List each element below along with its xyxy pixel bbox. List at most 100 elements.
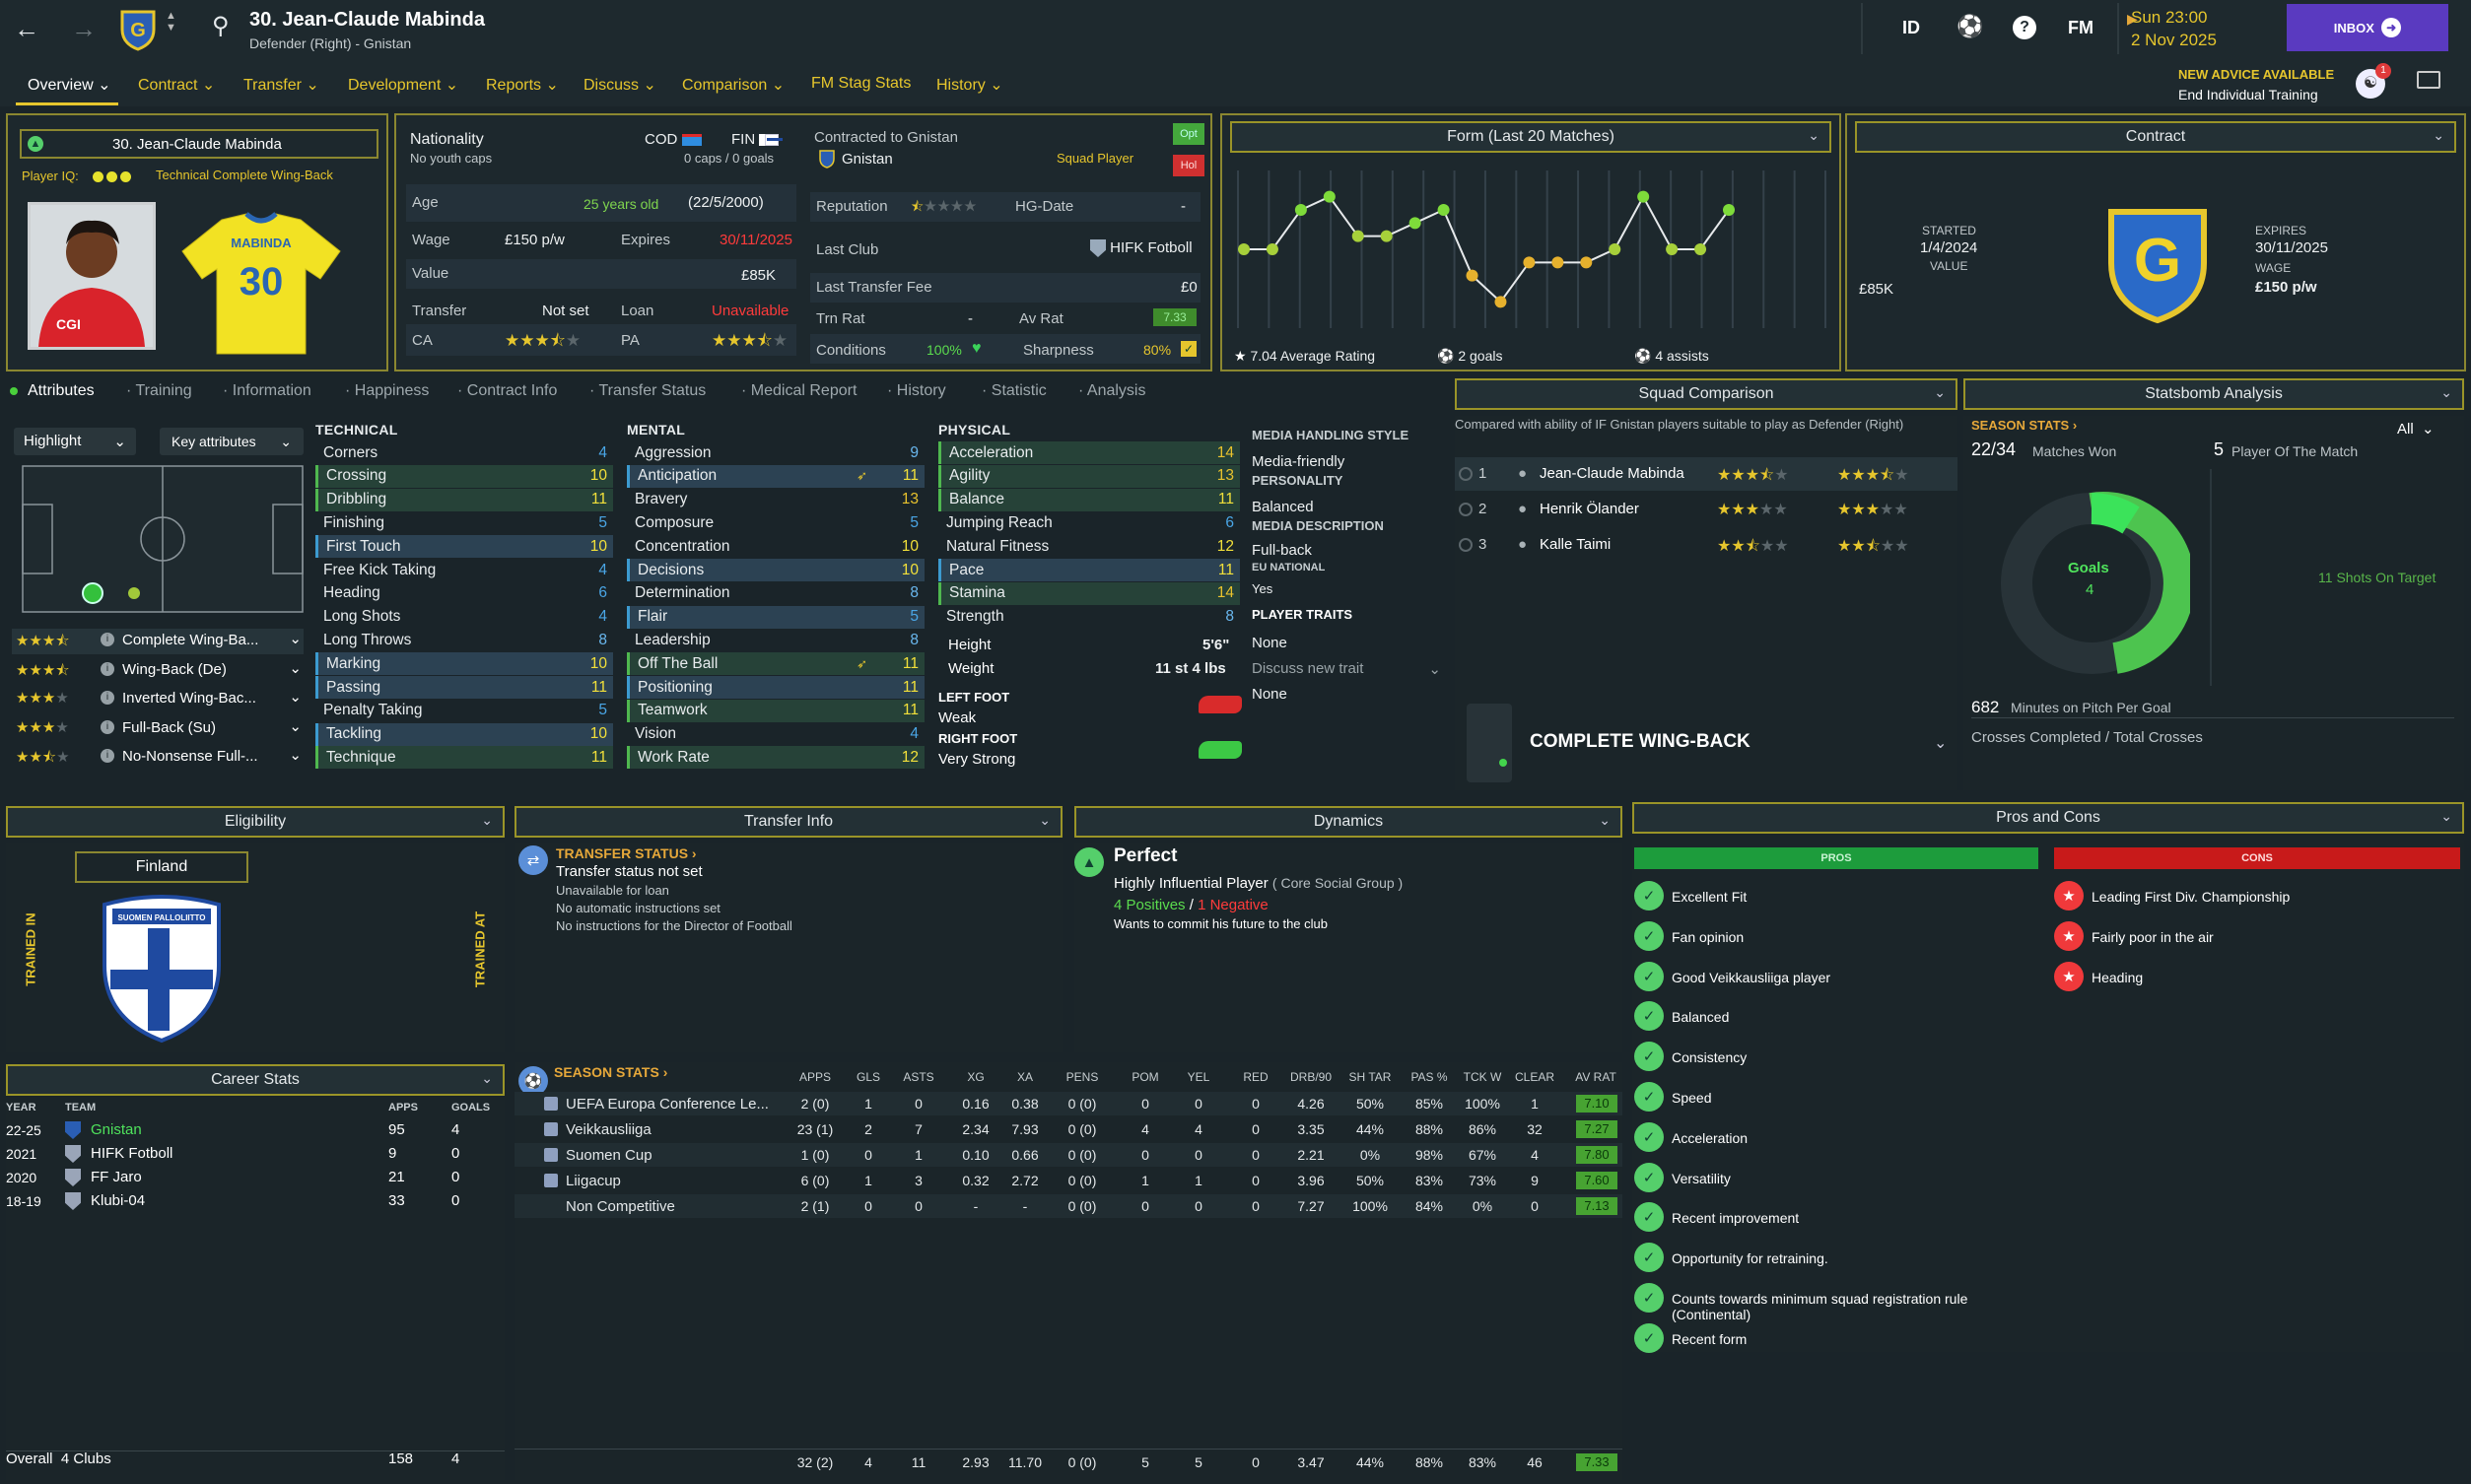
attribute-row[interactable]: Passing 11 [315, 676, 613, 699]
radio-icon[interactable] [1459, 538, 1473, 552]
season-header-cell[interactable]: PAS % [1410, 1070, 1448, 1084]
nav-discuss[interactable]: Discuss ⌄ [583, 77, 656, 94]
attribute-row[interactable]: Positioning 11 [627, 676, 925, 699]
season-header-cell[interactable]: TCK W [1463, 1070, 1502, 1084]
attribute-row[interactable]: Off The Ball 11 ➶ [627, 652, 925, 676]
eligibility-header[interactable]: Eligibility ⌄ [6, 806, 505, 838]
help-icon[interactable]: ? [2013, 16, 2036, 39]
attribute-row[interactable]: Tackling 10 [315, 722, 613, 746]
attribute-row[interactable]: Jumping Reach 6 [938, 511, 1240, 534]
transfer-info-header[interactable]: Transfer Info ⌄ [515, 806, 1063, 838]
form-header[interactable]: Form (Last 20 Matches) ⌄ [1230, 121, 1831, 153]
career-row[interactable]: 2021 HIFK Fotboll 9 0 [6, 1143, 505, 1165]
season-row[interactable]: Veikkausliiga 23 (1) 2 7 2.34 7.93 0 (0) 4 4 0 3.3… [515, 1117, 1622, 1141]
role-row[interactable]: ★★★★ i Inverted Wing-Bac... ⌄ [12, 687, 304, 712]
chevron-down-icon[interactable]: ⌄ [289, 747, 302, 764]
club-crest-icon[interactable]: G [118, 8, 158, 51]
chevron-down-icon[interactable]: ⌄ [289, 717, 302, 735]
nav-transfer[interactable]: Transfer ⌄ [243, 77, 319, 94]
season-row[interactable]: Suomen Cup 1 (0) 0 1 0.10 0.66 0 (0) 0 0 0 2.21 0% 9… [515, 1143, 1622, 1167]
chevron-down-icon[interactable]: ⌄ [1934, 735, 1948, 752]
attribute-row[interactable]: Work Rate 12 [627, 746, 925, 770]
tab-happiness[interactable]: · Happiness [345, 382, 430, 399]
season-header-cell[interactable]: DRB/90 [1289, 1070, 1333, 1084]
role-row[interactable]: ★★★★ i Full-Back (Su) ⌄ [12, 716, 304, 742]
attribute-row[interactable]: Leadership 8 [627, 629, 925, 651]
season-header-cell[interactable]: RED [1243, 1070, 1269, 1084]
attribute-row[interactable]: Vision 4 [627, 723, 925, 746]
screen-icon[interactable] [2417, 71, 2440, 89]
radio-icon[interactable] [1459, 467, 1473, 481]
forward-arrow-icon[interactable]: → [71, 14, 97, 43]
season-row[interactable]: Non Competitive 2 (1) 0 0 - - 0 (0) 0 0 0 7.27 100%… [515, 1194, 1622, 1218]
nav-fm-stag-stats[interactable]: FM Stag Stats [811, 75, 912, 92]
role-row[interactable]: ★★★⯪ i Wing-Back (De) ⌄ [12, 658, 304, 684]
season-stats-title[interactable]: SEASON STATS › [554, 1064, 668, 1080]
career-row[interactable]: 22-25 Gnistan 95 4 [6, 1119, 505, 1141]
tab-statistic[interactable]: · Statistic [982, 382, 1047, 399]
highlight-dropdown[interactable]: Highlight ⌄ [14, 428, 136, 455]
season-header-cell[interactable]: XG [967, 1070, 985, 1084]
season-header-cell[interactable]: GLS [856, 1070, 880, 1084]
attribute-row[interactable]: Long Shots 4 [315, 606, 613, 629]
squad-row[interactable]: 2 ● Henrik Ölander ★★★★★ ★★★★★ [1455, 493, 1957, 526]
chevron-down-icon[interactable]: ⌄ [289, 689, 302, 706]
attribute-row[interactable]: Technique 11 [315, 746, 613, 770]
tab-transfer-status[interactable]: · Transfer Status [589, 382, 707, 399]
squad-comparison-header[interactable]: Squad Comparison ⌄ [1455, 378, 1957, 410]
career-row[interactable]: 2020 FF Jaro 21 0 [6, 1167, 505, 1188]
competition-name[interactable]: Liigacup [566, 1173, 621, 1189]
attribute-row[interactable]: Anticipation 11 ➶ [627, 464, 925, 488]
season-header-cell[interactable]: XA [1016, 1070, 1033, 1084]
crest-updown-icon[interactable]: ▲ ▼ [166, 10, 176, 34]
attribute-row[interactable]: Strength 8 [938, 606, 1240, 629]
attribute-row[interactable]: Pace 11 [938, 559, 1240, 581]
attribute-row[interactable]: Long Throws 8 [315, 629, 613, 651]
tab-history[interactable]: · History [887, 382, 946, 399]
nav-reports[interactable]: Reports ⌄ [486, 77, 559, 94]
attribute-row[interactable]: Aggression 9 [627, 441, 925, 464]
key-attributes-dropdown[interactable]: Key attributes ⌄ [160, 428, 304, 455]
season-header-cell[interactable]: POM [1132, 1070, 1159, 1084]
season-row[interactable]: UEFA Europa Conference Le... 2 (0) 1 0 0.16 0… [515, 1092, 1622, 1115]
transfer-status-label[interactable]: TRANSFER STATUS › [556, 845, 697, 861]
info-icon[interactable]: i [101, 691, 114, 705]
discuss-trait-dropdown[interactable]: Discuss new trait ⌄ [1252, 660, 1441, 678]
statsbomb-header[interactable]: Statsbomb Analysis ⌄ [1963, 378, 2464, 410]
attribute-row[interactable]: Decisions 10 [627, 559, 925, 581]
advice-subtitle[interactable]: End Individual Training [2178, 87, 2318, 102]
chevron-down-icon[interactable]: ⌄ [289, 659, 302, 677]
attribute-row[interactable]: Free Kick Taking 4 [315, 559, 613, 581]
contract-header[interactable]: Contract ⌄ [1855, 121, 2456, 153]
tab-attributes[interactable]: Attributes [28, 382, 95, 399]
career-row[interactable]: 18-19 Klubi-04 33 0 [6, 1190, 505, 1212]
nav-contract[interactable]: Contract ⌄ [138, 77, 216, 94]
season-header-cell[interactable]: CLEAR [1514, 1070, 1554, 1084]
nav-overview[interactable]: Overview ⌄ [28, 77, 111, 94]
opt-badge[interactable]: Opt [1173, 123, 1204, 145]
hol-badge[interactable]: Hol [1173, 155, 1204, 176]
attribute-row[interactable]: Concentration 10 [627, 535, 925, 558]
attribute-row[interactable]: Finishing 5 [315, 511, 613, 534]
info-icon[interactable]: i [101, 719, 114, 734]
attribute-row[interactable]: First Touch 10 [315, 535, 613, 559]
tab-training[interactable]: · Training [126, 382, 192, 399]
dynamics-header[interactable]: Dynamics ⌄ [1074, 806, 1622, 838]
season-header-cell[interactable]: ASTS [903, 1070, 934, 1084]
info-icon[interactable]: i [101, 633, 114, 646]
attribute-row[interactable]: Corners 4 [315, 441, 613, 464]
attribute-row[interactable]: Composure 5 [627, 511, 925, 534]
attribute-row[interactable]: Acceleration 14 [938, 441, 1240, 464]
back-arrow-icon[interactable]: ← [14, 14, 39, 43]
career-team[interactable]: HIFK Fotboll [91, 1145, 173, 1162]
nav-history[interactable]: History ⌄ [936, 77, 1003, 94]
attribute-row[interactable]: Teamwork 11 [627, 699, 925, 722]
attribute-row[interactable]: Flair 5 [627, 605, 925, 629]
info-icon[interactable]: i [101, 749, 114, 763]
season-header-cell[interactable]: SH TAR [1348, 1070, 1392, 1084]
attribute-row[interactable]: Stamina 14 [938, 581, 1240, 605]
career-stats-header[interactable]: Career Stats ⌄ [6, 1064, 505, 1096]
search-icon[interactable]: ⚲ [212, 13, 230, 39]
squad-row[interactable]: 1 ● Jean-Claude Mabinda ★★★⯪★ ★★★⯪★ [1455, 457, 1957, 491]
squad-row[interactable]: 3 ● Kalle Taimi ★★⯪★★ ★★⯪★★ [1455, 528, 1957, 562]
